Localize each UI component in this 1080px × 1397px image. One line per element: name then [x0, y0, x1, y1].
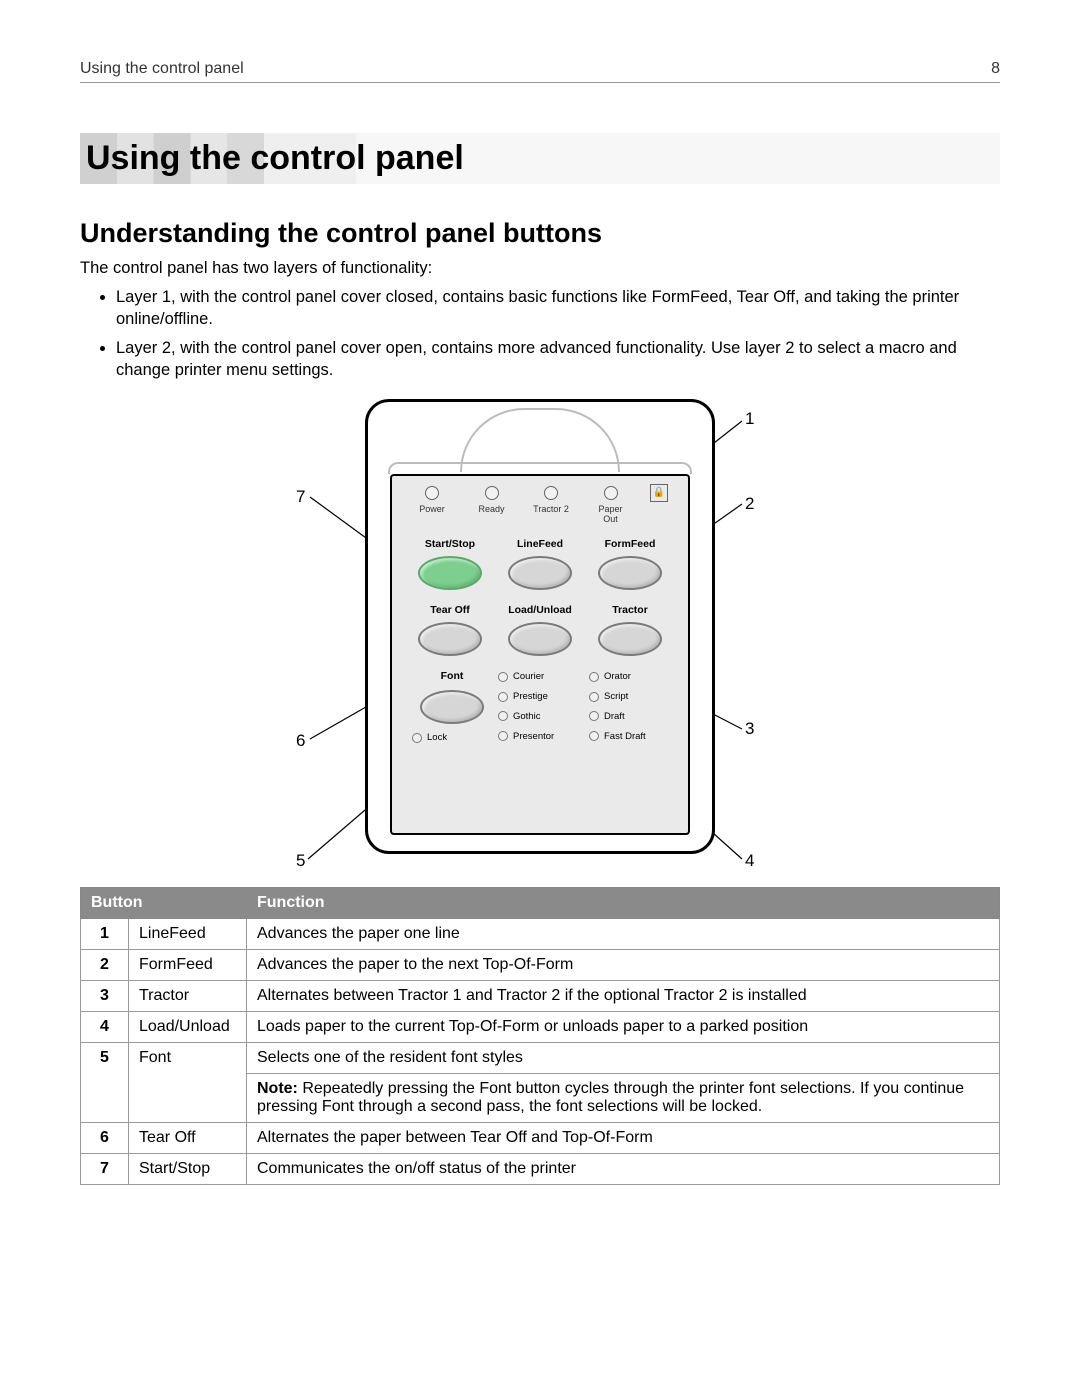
button-tractor[interactable]: [598, 622, 662, 656]
callout-1: 1: [745, 409, 754, 429]
panel-inner-face: Power Ready Tractor 2 Paper Out 🔒 Start/…: [390, 474, 690, 835]
table-row: 3TractorAlternates between Tractor 1 and…: [81, 981, 1000, 1012]
button-linefeed[interactable]: [508, 556, 572, 590]
table-row: 4Load/UnloadLoads paper to the current T…: [81, 1012, 1000, 1043]
bullet-layer1: Layer 1, with the control panel cover cl…: [116, 286, 1000, 331]
button-tearoff[interactable]: [418, 622, 482, 656]
font-opt-fastdraft: Fast Draft: [589, 729, 674, 743]
led-paper-out: Paper Out: [587, 486, 635, 524]
button-font[interactable]: [420, 690, 484, 724]
led-power: Power: [408, 486, 456, 514]
callout-3: 3: [745, 719, 754, 739]
page-header: Using the control panel 8: [80, 60, 1000, 83]
font-opt-prestige: Prestige: [498, 690, 583, 704]
callout-5: 5: [296, 851, 305, 871]
title-band: Using the control panel: [80, 133, 1000, 184]
callout-2: 2: [745, 494, 754, 514]
table-row: 2FormFeedAdvances the paper to the next …: [81, 950, 1000, 981]
callout-6: 6: [296, 731, 305, 751]
table-row: 1LineFeedAdvances the paper one line: [81, 919, 1000, 950]
callout-4: 4: [745, 851, 754, 871]
header-page-number: 8: [991, 60, 1000, 78]
label-tractor: Tractor: [586, 604, 674, 616]
button-row-1: Start/Stop LineFeed FormFeed: [406, 538, 674, 590]
label-loadunload: Load/Unload: [496, 604, 584, 616]
label-start-stop: Start/Stop: [406, 538, 494, 550]
label-linefeed: LineFeed: [496, 538, 584, 550]
th-function: Function: [247, 888, 1000, 919]
font-opt-script: Script: [589, 690, 674, 704]
th-button: Button: [81, 888, 247, 919]
page-title: Using the control panel: [86, 139, 992, 178]
led-tractor2: Tractor 2: [527, 486, 575, 514]
button-loadunload[interactable]: [508, 622, 572, 656]
control-panel-diagram: 1 2 3 4 5 6 7 Power Ready Tractor 2 Pape…: [290, 399, 790, 869]
lock-icon: 🔒: [650, 484, 668, 502]
button-function-table: Button Function 1LineFeedAdvances the pa…: [80, 887, 1000, 1185]
font-section: Font Lock Courier Orator Prestige Script…: [406, 670, 674, 743]
font-opt-presentor: Presentor: [498, 729, 583, 743]
label-formfeed: FormFeed: [586, 538, 674, 550]
font-opt-gothic: Gothic: [498, 710, 583, 724]
label-font: Font: [406, 670, 498, 682]
led-ready: Ready: [468, 486, 516, 514]
font-opt-orator: Orator: [589, 670, 674, 684]
panel-outer-frame: Power Ready Tractor 2 Paper Out 🔒 Start/…: [365, 399, 715, 854]
intro-text: The control panel has two layers of func…: [80, 259, 1000, 278]
table-row: 6Tear OffAlternates the paper between Te…: [81, 1123, 1000, 1154]
button-formfeed[interactable]: [598, 556, 662, 590]
font-opt-courier: Courier: [498, 670, 583, 684]
bullet-layer2: Layer 2, with the control panel cover op…: [116, 337, 1000, 382]
layer-bullets: Layer 1, with the control panel cover cl…: [116, 286, 1000, 381]
callout-7: 7: [296, 487, 305, 507]
lock-led-icon: [412, 733, 422, 743]
section-heading: Understanding the control panel buttons: [80, 218, 1000, 249]
table-row: 7Start/StopCommunicates the on/off statu…: [81, 1154, 1000, 1185]
header-section: Using the control panel: [80, 60, 244, 78]
led-lock-indicator: 🔒: [646, 486, 672, 502]
font-opt-draft: Draft: [589, 710, 674, 724]
font-options-grid: Courier Orator Prestige Script Gothic Dr…: [498, 670, 674, 743]
font-lock-indicator: Lock: [412, 732, 498, 743]
label-tearoff: Tear Off: [406, 604, 494, 616]
panel-cover-base: [388, 462, 692, 474]
button-start-stop[interactable]: [418, 556, 482, 590]
button-row-2: Tear Off Load/Unload Tractor: [406, 604, 674, 656]
table-row: 5FontSelects one of the resident font st…: [81, 1043, 1000, 1074]
status-led-row: Power Ready Tractor 2 Paper Out 🔒: [406, 486, 674, 524]
